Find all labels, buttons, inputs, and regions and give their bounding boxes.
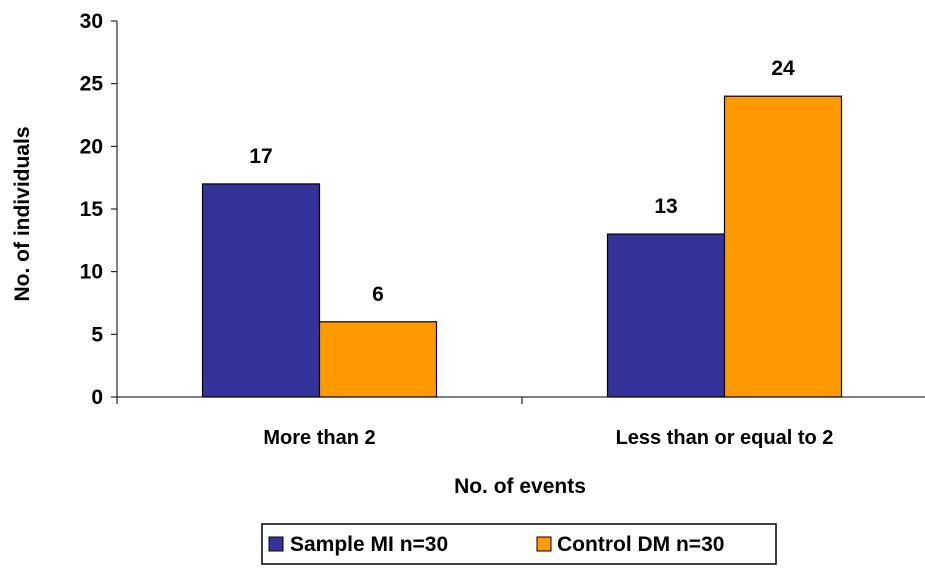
data-label: 13 (654, 195, 677, 218)
legend-label-control-dm: Control DM n=30 (557, 533, 724, 556)
y-tick-label: 25 (80, 73, 104, 96)
data-label: 24 (771, 57, 795, 80)
x-axis-title: No. of events (454, 475, 586, 498)
bar-0-1 (606, 233, 726, 398)
legend-swatch-sample-mi (268, 536, 284, 552)
category-label: Less than or equal to 2 (616, 427, 834, 449)
legend-label-sample-mi: Sample MI n=30 (290, 533, 448, 556)
bar-1-1 (723, 95, 843, 398)
data-labels: 17 6 13 24 (249, 57, 795, 306)
y-tick-label: 30 (80, 10, 103, 33)
bar-0-0 (201, 183, 321, 398)
legend: Sample MI n=30 Control DM n=30 (261, 523, 777, 565)
category-label: More than 2 (263, 427, 375, 449)
y-tick-label: 10 (80, 261, 103, 284)
y-ticks: 0 5 10 15 20 25 30 (80, 10, 117, 409)
legend-swatch-control-dm (536, 536, 552, 552)
y-axis-title: No. of individuals (11, 126, 34, 301)
x-ticks (116, 397, 523, 404)
y-tick-label: 20 (80, 135, 103, 158)
y-tick-label: 15 (80, 198, 104, 221)
data-label: 17 (249, 145, 272, 168)
data-label: 6 (372, 283, 384, 306)
category-labels: More than 2 Less than or equal to 2 (263, 427, 833, 449)
bar-1-0 (318, 321, 438, 398)
bars (201, 95, 843, 398)
legend-border (261, 523, 777, 565)
y-tick-label: 5 (91, 323, 103, 346)
y-tick-label: 0 (91, 386, 103, 409)
